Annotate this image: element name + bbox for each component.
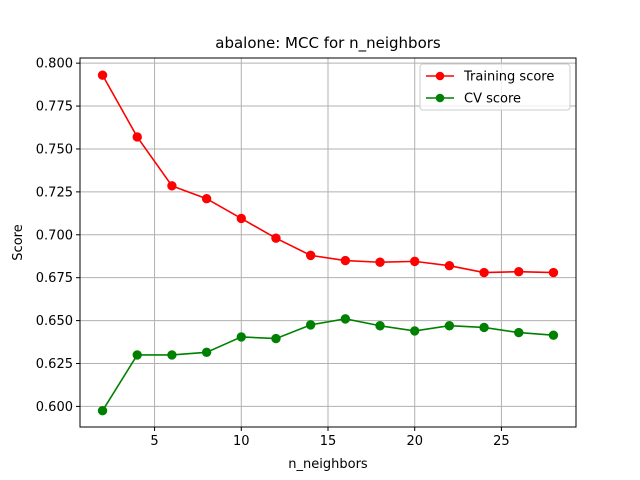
legend-item: Training score: [426, 70, 554, 85]
series-line: [101, 318, 554, 412]
y-tick-label: 0.600: [36, 400, 73, 415]
y-tick-label: 0.700: [36, 228, 73, 243]
data-point: [479, 267, 489, 278]
data-point: [305, 320, 316, 330]
grid: [80, 58, 576, 427]
y-tick-label: 0.775: [36, 100, 73, 115]
data-point: [236, 213, 246, 224]
legend: Training score CV score: [419, 63, 571, 111]
y-tick-label: 0.625: [36, 357, 73, 372]
y-axis-title: Score: [11, 224, 26, 260]
data-point: [340, 314, 351, 324]
legend-marker: [435, 93, 445, 103]
x-tick-label: 10: [233, 434, 250, 449]
data-point: [375, 257, 385, 267]
data-point: [167, 350, 177, 360]
x-tick-label: 25: [493, 434, 510, 449]
x-tick-label: 5: [150, 434, 158, 449]
data-point: [132, 350, 142, 360]
data-point: [97, 405, 108, 416]
legend-marker: [435, 71, 445, 81]
x-axis-title: n_neighbors: [288, 457, 368, 472]
legend-box: [419, 63, 571, 111]
legend-item: CV score: [426, 92, 521, 107]
data-point: [201, 347, 212, 358]
data-point: [132, 132, 142, 142]
data-point: [97, 70, 108, 80]
axis-ticks: 5 10 15 20 25 0.600 0.625 0.650 0.675 0.700 0.725 0…: [36, 57, 510, 449]
data-point: [375, 321, 385, 331]
y-tick-label: 0.675: [36, 271, 73, 286]
data-point: [410, 326, 420, 336]
x-tick-label: 15: [320, 434, 337, 449]
series-cv-score: [97, 314, 559, 416]
data-point: [340, 255, 351, 266]
data-point: [236, 332, 246, 342]
data-point: [444, 260, 455, 271]
data-point: [167, 181, 177, 191]
y-tick-label: 0.800: [36, 57, 73, 72]
data-point: [271, 333, 281, 344]
chart-title: abalone: MCC for n_neighbors: [215, 34, 441, 53]
y-tick-label: 0.725: [36, 185, 73, 200]
series-layer: [97, 70, 559, 416]
data-point: [548, 267, 559, 278]
data-point: [548, 330, 559, 340]
legend-label: Training score: [463, 70, 554, 85]
data-point: [514, 327, 524, 338]
series-line: [101, 74, 554, 274]
data-point: [514, 266, 524, 277]
y-tick-label: 0.750: [36, 142, 73, 157]
data-point: [271, 233, 281, 243]
legend-label: CV score: [464, 92, 521, 107]
data-point: [201, 194, 212, 204]
data-point: [479, 322, 489, 333]
data-point: [410, 256, 420, 267]
data-point: [305, 250, 316, 261]
data-point: [444, 321, 455, 331]
series-training-score: [97, 70, 559, 278]
y-tick-label: 0.650: [36, 314, 73, 329]
x-tick-label: 20: [406, 434, 423, 449]
